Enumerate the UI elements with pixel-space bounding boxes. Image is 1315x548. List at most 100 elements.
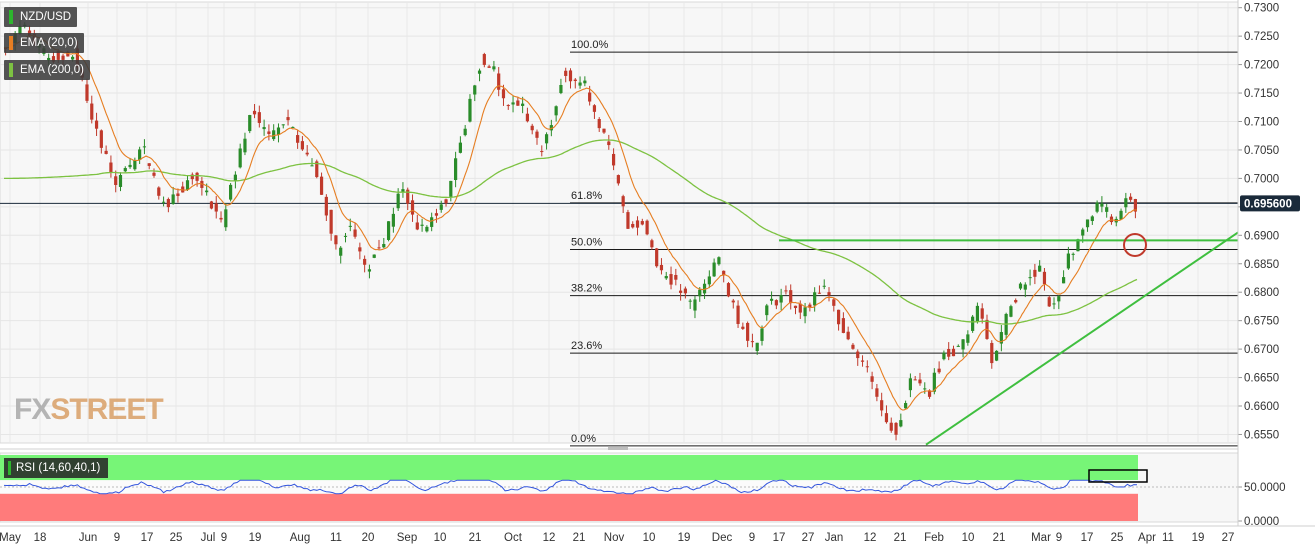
x-tick-label: 12 — [864, 532, 877, 544]
candle-up — [425, 226, 429, 232]
candle-down — [94, 120, 99, 129]
candle-down — [841, 318, 845, 333]
candle-down — [741, 326, 745, 329]
candle-up — [717, 257, 721, 265]
x-tick-label: 9 — [1056, 532, 1062, 544]
logo-fx: FX — [14, 393, 51, 426]
price-tick-label: 0.7300 — [1244, 3, 1279, 15]
candle-down — [482, 54, 486, 65]
candle-up — [1081, 229, 1085, 236]
candle-up — [396, 193, 400, 209]
candle-up — [1100, 203, 1104, 207]
candle-down — [564, 70, 568, 76]
candle-up — [348, 225, 352, 227]
candle-up — [994, 350, 999, 361]
candle-down — [865, 366, 869, 368]
candle-up — [343, 235, 348, 237]
candle-up — [698, 289, 702, 297]
rsi-line — [3, 479, 1138, 495]
candle-up — [185, 180, 190, 190]
candle-down — [836, 309, 841, 325]
candle-up — [578, 82, 582, 86]
candle-down — [56, 51, 60, 60]
candle-up — [477, 70, 482, 74]
candle-up — [367, 269, 372, 272]
candle-up — [138, 149, 142, 160]
candle-up — [707, 276, 711, 285]
candle-down — [296, 135, 300, 143]
candle-up — [439, 204, 443, 210]
price-tick-label: 0.6900 — [1244, 230, 1279, 242]
candle-down — [1133, 199, 1138, 212]
candle-down — [257, 112, 261, 123]
candle-down — [497, 73, 501, 90]
candle-up — [1038, 265, 1042, 272]
price-tick-label: 0.7250 — [1244, 31, 1279, 43]
candle-up — [205, 190, 209, 193]
x-tick-label: Aug — [290, 532, 310, 544]
candle-up — [463, 128, 467, 136]
ema20-swatch-icon — [9, 36, 13, 50]
legend-ema20-text: EMA (20,0) — [20, 37, 78, 49]
candle-down — [506, 105, 510, 107]
candle-down — [736, 305, 740, 324]
candle-down — [319, 176, 324, 195]
candle-down — [635, 220, 640, 228]
candle-down — [870, 376, 874, 382]
candle-down — [846, 331, 850, 340]
x-tick-label: 27 — [802, 532, 815, 544]
legend-ema20: EMA (20,0) — [4, 33, 84, 53]
candle-down — [631, 223, 635, 228]
highlight-circle — [1123, 232, 1147, 257]
candle-up — [1095, 202, 1099, 212]
price-badge-text: 0.695600 — [1244, 198, 1292, 210]
candle-down — [190, 174, 194, 180]
rsi-oversold-zone — [0, 493, 1138, 521]
candle-down — [851, 344, 855, 349]
rsi-overbought-zone — [0, 455, 1138, 481]
candle-down — [315, 161, 319, 178]
candle-up — [382, 244, 386, 248]
candle-down — [626, 212, 630, 229]
price-tick-label: 0.6700 — [1244, 344, 1279, 356]
candle-up — [760, 328, 764, 341]
candle-down — [1033, 269, 1037, 277]
candle-up — [401, 189, 405, 192]
candle-down — [793, 305, 798, 309]
price-tick-label: 0.6750 — [1244, 316, 1279, 328]
price-tick-label: 0.6550 — [1244, 429, 1279, 441]
fib-label: 50.0% — [571, 237, 602, 249]
candle-down — [252, 110, 257, 115]
candle-up — [468, 98, 472, 122]
candle-up — [1061, 277, 1066, 284]
candle-down — [410, 200, 415, 215]
price-tick-label: 0.7100 — [1244, 116, 1279, 128]
candle-down — [209, 201, 214, 209]
candle-down — [109, 162, 113, 173]
candle-down — [267, 131, 271, 134]
candle-down — [655, 248, 659, 267]
candle-up — [133, 160, 137, 170]
fib-label: 100.0% — [571, 39, 609, 51]
candle-up — [1018, 283, 1023, 289]
x-tick-label: Nov — [604, 532, 625, 544]
candle-up — [549, 125, 553, 131]
price-tick-label: 0.6600 — [1244, 401, 1279, 413]
candle-down — [501, 89, 506, 99]
candle-down — [602, 128, 606, 133]
candle-down — [726, 283, 731, 297]
x-tick-label: 21 — [469, 532, 482, 544]
candle-up — [1090, 216, 1094, 222]
x-tick-label: Jun — [79, 532, 98, 544]
panel-resize-handle — [608, 447, 628, 450]
price-tick-label: 0.7150 — [1244, 88, 1279, 100]
x-tick-label: 19 — [249, 532, 262, 544]
candle-down — [650, 240, 654, 248]
candle-up — [123, 168, 127, 172]
candle-down — [104, 150, 108, 154]
candle-down — [535, 131, 539, 138]
candle-down — [90, 103, 94, 120]
candle-up — [1105, 207, 1109, 212]
candle-up — [999, 332, 1003, 344]
